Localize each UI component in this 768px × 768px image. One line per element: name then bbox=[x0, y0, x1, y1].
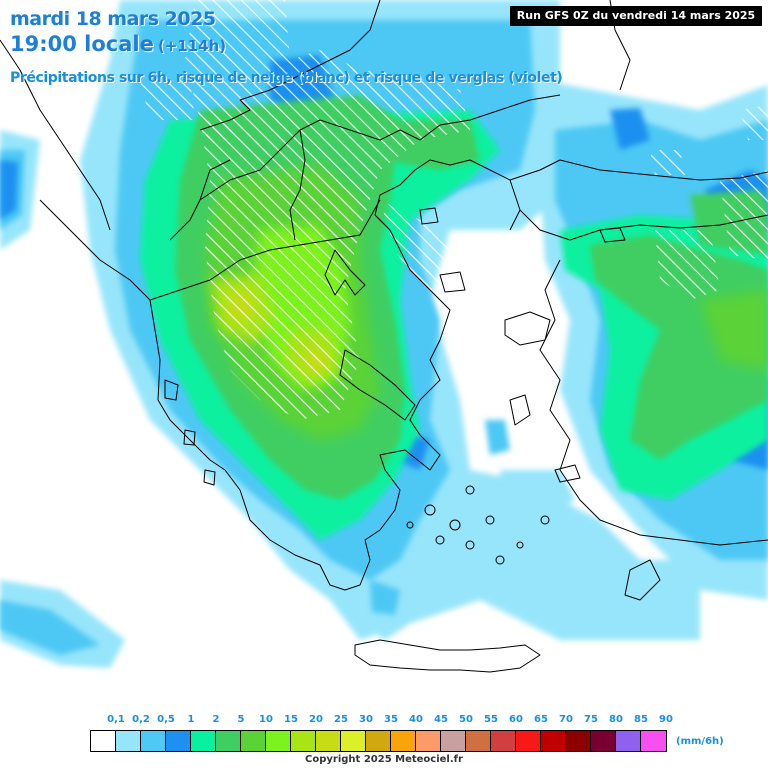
legend-tick-label: 65 bbox=[534, 714, 548, 725]
legend-tick-label: 20 bbox=[309, 714, 323, 725]
legend-swatch bbox=[416, 731, 441, 751]
legend-color-scale bbox=[90, 730, 667, 752]
legend-tick-label: 70 bbox=[559, 714, 573, 725]
legend-tick-label: 50 bbox=[459, 714, 473, 725]
legend-swatch bbox=[491, 731, 516, 751]
legend-swatch bbox=[141, 731, 166, 751]
snow-risk-hatching bbox=[140, 0, 768, 420]
legend-swatch bbox=[341, 731, 366, 751]
forecast-date: mardi 18 mars 2025 bbox=[10, 8, 216, 30]
legend-swatch bbox=[591, 731, 616, 751]
legend-tick-label: 15 bbox=[284, 714, 298, 725]
forecast-lead-time: (+114h) bbox=[157, 37, 227, 55]
legend-swatch bbox=[241, 731, 266, 751]
legend-unit: (mm/6h) bbox=[676, 736, 724, 747]
legend-swatch bbox=[616, 731, 641, 751]
legend-swatch bbox=[566, 731, 591, 751]
legend-tick-label: 1 bbox=[187, 714, 195, 725]
legend-tick-label: 2 bbox=[212, 714, 220, 725]
legend-swatch bbox=[266, 731, 291, 751]
legend-swatch bbox=[366, 731, 391, 751]
legend-tick-label: 0,2 bbox=[132, 714, 150, 725]
legend-tick-label: 0,1 bbox=[107, 714, 125, 725]
legend-swatch bbox=[166, 731, 191, 751]
legend-swatch bbox=[441, 731, 466, 751]
legend-swatch bbox=[641, 731, 666, 751]
map-subtitle: Précipitations sur 6h, risque de neige (… bbox=[10, 70, 563, 86]
legend-swatch bbox=[191, 731, 216, 751]
legend-tick-label: 0,5 bbox=[157, 714, 175, 725]
legend-tick-label: 55 bbox=[484, 714, 498, 725]
coastlines-borders bbox=[0, 0, 768, 673]
legend-tick-label: 5 bbox=[237, 714, 245, 725]
legend-tick-label: 45 bbox=[434, 714, 448, 725]
legend-tick-label: 75 bbox=[584, 714, 598, 725]
legend-tick-label: 25 bbox=[334, 714, 348, 725]
legend-tick-label: 90 bbox=[659, 714, 673, 725]
forecast-time: 19:00 locale (+114h) bbox=[10, 32, 226, 56]
legend-tick-label: 10 bbox=[259, 714, 273, 725]
legend-swatch bbox=[391, 731, 416, 751]
legend-tick-label: 40 bbox=[409, 714, 423, 725]
legend-tick-label: 60 bbox=[509, 714, 523, 725]
legend-tick-labels: 0,1 0,2 0,5 1 2 5 10 15 20 25 30 35 40 45 50 55 60 65 70 75… bbox=[90, 714, 673, 726]
legend-swatch bbox=[516, 731, 541, 751]
legend-swatch bbox=[91, 731, 116, 751]
legend-tick-label: 35 bbox=[384, 714, 398, 725]
legend-swatch bbox=[216, 731, 241, 751]
legend-tick-label: 80 bbox=[609, 714, 623, 725]
legend-swatch bbox=[116, 731, 141, 751]
legend-tick-label: 30 bbox=[359, 714, 373, 725]
legend-tick-label: 85 bbox=[634, 714, 648, 725]
legend-swatch bbox=[316, 731, 341, 751]
forecast-local-time: 19:00 locale bbox=[10, 32, 154, 56]
model-run-badge: Run GFS 0Z du vendredi 14 mars 2025 bbox=[510, 6, 762, 26]
copyright-notice: Copyright 2025 Meteociel.fr bbox=[305, 754, 463, 765]
legend-swatch bbox=[541, 731, 566, 751]
legend-swatch bbox=[466, 731, 491, 751]
legend-swatch bbox=[291, 731, 316, 751]
